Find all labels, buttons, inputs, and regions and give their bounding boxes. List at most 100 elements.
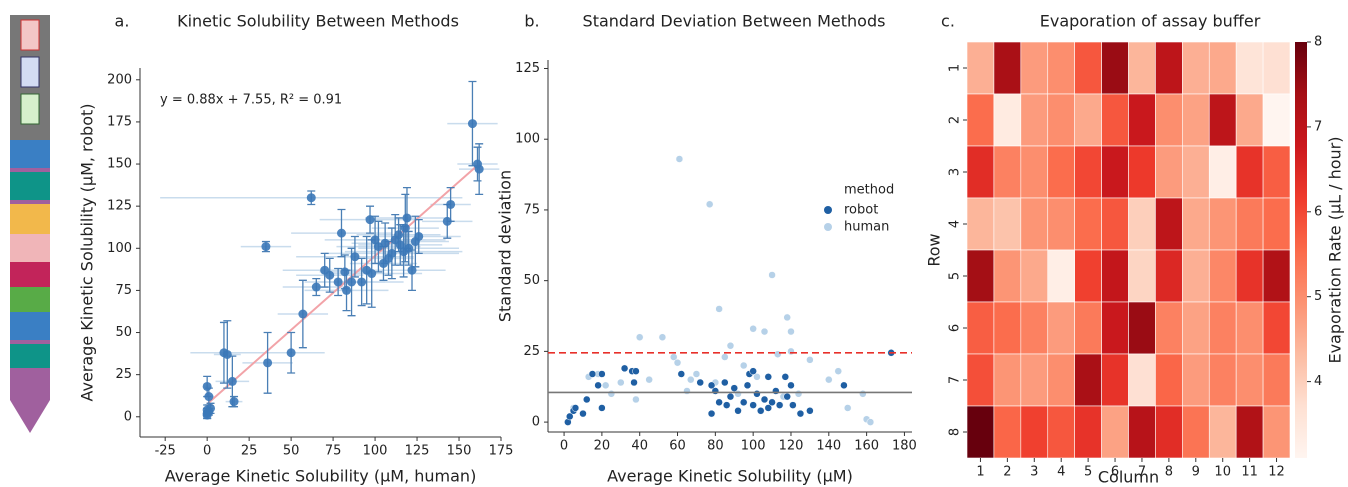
y-tick-label: 8 [948,428,963,436]
heatmap-cell [1262,145,1291,199]
point [715,305,723,313]
heatmap-cell [1128,405,1156,459]
heatmap-cell [1235,197,1264,251]
x-tick-label: 100 [741,439,766,454]
panel-label: b. [524,12,539,31]
point [298,309,308,319]
heatmap-cell [1101,405,1129,459]
heatmap-cell [1047,93,1075,147]
heatmap-cell [1155,301,1183,355]
point [395,240,405,250]
point [711,387,720,395]
x-tick-label: 9 [1192,465,1200,480]
heatmap-cell [1074,249,1102,303]
point [734,407,742,415]
point [588,370,597,378]
point [261,242,271,252]
x-tick-label: 10 [1214,465,1231,480]
heatmap-cell [1101,41,1129,95]
heatmap-cell [1155,41,1183,95]
point [859,390,867,398]
x-axis-label: Average Kinetic Solubility (μM) [607,467,853,486]
y-tick-label: 200 [107,72,132,87]
point [677,370,686,378]
heatmap-cell [1074,353,1102,407]
point [764,404,773,412]
heatmap-cell [1101,353,1129,407]
heatmap-cell [966,249,995,303]
heatmap-cell [966,353,995,407]
heatmap-cell [1182,405,1210,459]
x-tick-label: 0 [560,439,568,454]
point [834,367,843,375]
heatmap-cell [1047,145,1075,199]
heatmap-cell [1262,353,1291,407]
point [749,401,757,409]
heatmap-cell [993,353,1022,407]
heatmap-cell [1101,145,1129,199]
heatmap-cell [1074,405,1102,459]
heatmap-cell [1128,41,1156,95]
heatmap-cell [1208,197,1237,251]
chart-title: Standard Deviation Between Methods [583,12,886,31]
point [726,392,735,401]
heatmap-cell [1235,145,1264,199]
colorbar-label: Evaporation Rate (μL / hour) [1326,136,1345,363]
strip-band [10,262,50,287]
y-tick-label: 125 [515,61,540,76]
point [825,375,833,384]
point [617,378,625,387]
point [373,242,383,252]
x-tick-label: 3 [1030,465,1038,480]
point [635,333,644,341]
legend-marker [824,206,832,214]
panel-label: a. [115,12,130,31]
heatmap-cell [966,301,995,355]
legend-title: method [844,183,894,198]
heatmap-cell [1235,353,1264,407]
point [753,390,761,398]
point [380,238,390,248]
heatmap-cell [1128,93,1156,147]
point [402,213,412,223]
y-tick-label: 4 [948,220,963,228]
strip-band [10,287,50,312]
point [749,324,757,333]
heatmap-cell [1074,145,1102,199]
point [645,375,653,384]
y-tick-label: 75 [115,283,132,298]
x-axis-label: Average Kinetic Solubility (μM, human) [165,467,477,486]
colorbar-tick-label: 6 [1314,204,1322,219]
heatmap-cell [1182,197,1210,251]
strip-band [10,140,50,168]
point [675,155,684,163]
point [206,403,216,413]
heatmap-cell [1101,93,1129,147]
x-tick-label: 150 [447,444,472,459]
point [658,333,667,341]
x-tick-label: 2 [1003,465,1011,480]
point [204,392,214,402]
strip-divider [10,340,50,344]
heatmap-cell [1155,249,1183,303]
strip-band [10,172,50,200]
y-tick-label: 0 [124,409,132,424]
point [715,398,723,407]
strip-band [10,312,50,340]
point [446,199,456,209]
heatmap-cell [993,93,1022,147]
point [843,404,852,412]
colorbar-tick-label: 7 [1314,119,1322,134]
annotation: y = 0.88x + 7.55, R² = 0.91 [160,93,342,108]
heatmap-cell [993,405,1022,459]
point [311,282,321,292]
x-tick-label: 50 [283,444,300,459]
point [739,361,748,370]
y-tick-label: 25 [523,344,540,359]
x-tick-label: 6 [1111,465,1119,480]
heatmap-cell [1208,93,1237,147]
heatmap-cell [1047,405,1075,459]
heatmap-cell [1128,197,1156,251]
point [387,248,397,258]
strip-band [10,204,50,234]
